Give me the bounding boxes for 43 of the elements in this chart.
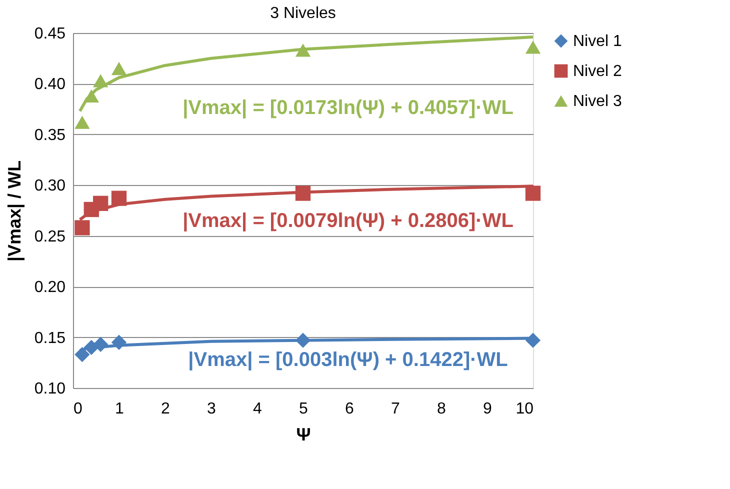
y-axis-title: |Vmax| / WL bbox=[4, 160, 24, 262]
point bbox=[525, 186, 541, 201]
x-tick-label: 1 bbox=[115, 400, 124, 418]
y-tick-label: 0.10 bbox=[34, 380, 66, 398]
x-tick-label: 9 bbox=[483, 400, 492, 418]
point bbox=[525, 332, 541, 348]
y-tick-label: 0.40 bbox=[34, 76, 66, 94]
y-tick-label: 0.30 bbox=[34, 178, 66, 195]
point bbox=[525, 40, 541, 54]
legend-label: Nivel 3 bbox=[573, 93, 622, 110]
x-tick-label: 10 bbox=[516, 400, 534, 418]
point bbox=[93, 336, 108, 352]
x-tick-label: 3 bbox=[207, 400, 216, 418]
point bbox=[111, 334, 127, 350]
point bbox=[93, 74, 108, 88]
point bbox=[74, 220, 90, 236]
legend-label: Nivel 2 bbox=[573, 63, 622, 80]
y-tick-label: 0.25 bbox=[34, 228, 66, 246]
y-tick-label: 0.20 bbox=[34, 279, 66, 296]
point bbox=[295, 332, 311, 348]
y-tick-label: 0.15 bbox=[34, 330, 66, 347]
x-tick-label: 8 bbox=[437, 400, 446, 418]
x-tick-label: 4 bbox=[253, 400, 262, 418]
x-tick-label: 0 bbox=[74, 400, 82, 418]
annotation: |Vmax| = [0.003ln(Ψ) + 0.1422]·WL bbox=[188, 349, 508, 371]
x-axis-title: Ψ bbox=[296, 424, 311, 444]
point bbox=[111, 62, 127, 76]
chart-title: 3 Niveles bbox=[270, 5, 336, 22]
x-tick-label: 5 bbox=[299, 400, 308, 418]
x-tick-label: 6 bbox=[345, 400, 354, 418]
point bbox=[74, 346, 90, 362]
point bbox=[295, 186, 311, 201]
point bbox=[93, 196, 108, 211]
x-tick-label: 7 bbox=[391, 400, 400, 418]
y-tick-label: 0.45 bbox=[34, 26, 66, 42]
point bbox=[295, 44, 311, 57]
annotation: |Vmax| = [0.0079ln(Ψ) + 0.2806]·WL bbox=[182, 210, 514, 232]
annotation: |Vmax| = [0.0173ln(Ψ) + 0.4057]·WL bbox=[182, 97, 514, 119]
y-tick-label: 0.35 bbox=[34, 126, 66, 144]
legend-label: Nivel 1 bbox=[573, 33, 622, 50]
point bbox=[74, 116, 90, 129]
x-tick-label: 2 bbox=[161, 400, 170, 418]
point bbox=[111, 190, 127, 206]
